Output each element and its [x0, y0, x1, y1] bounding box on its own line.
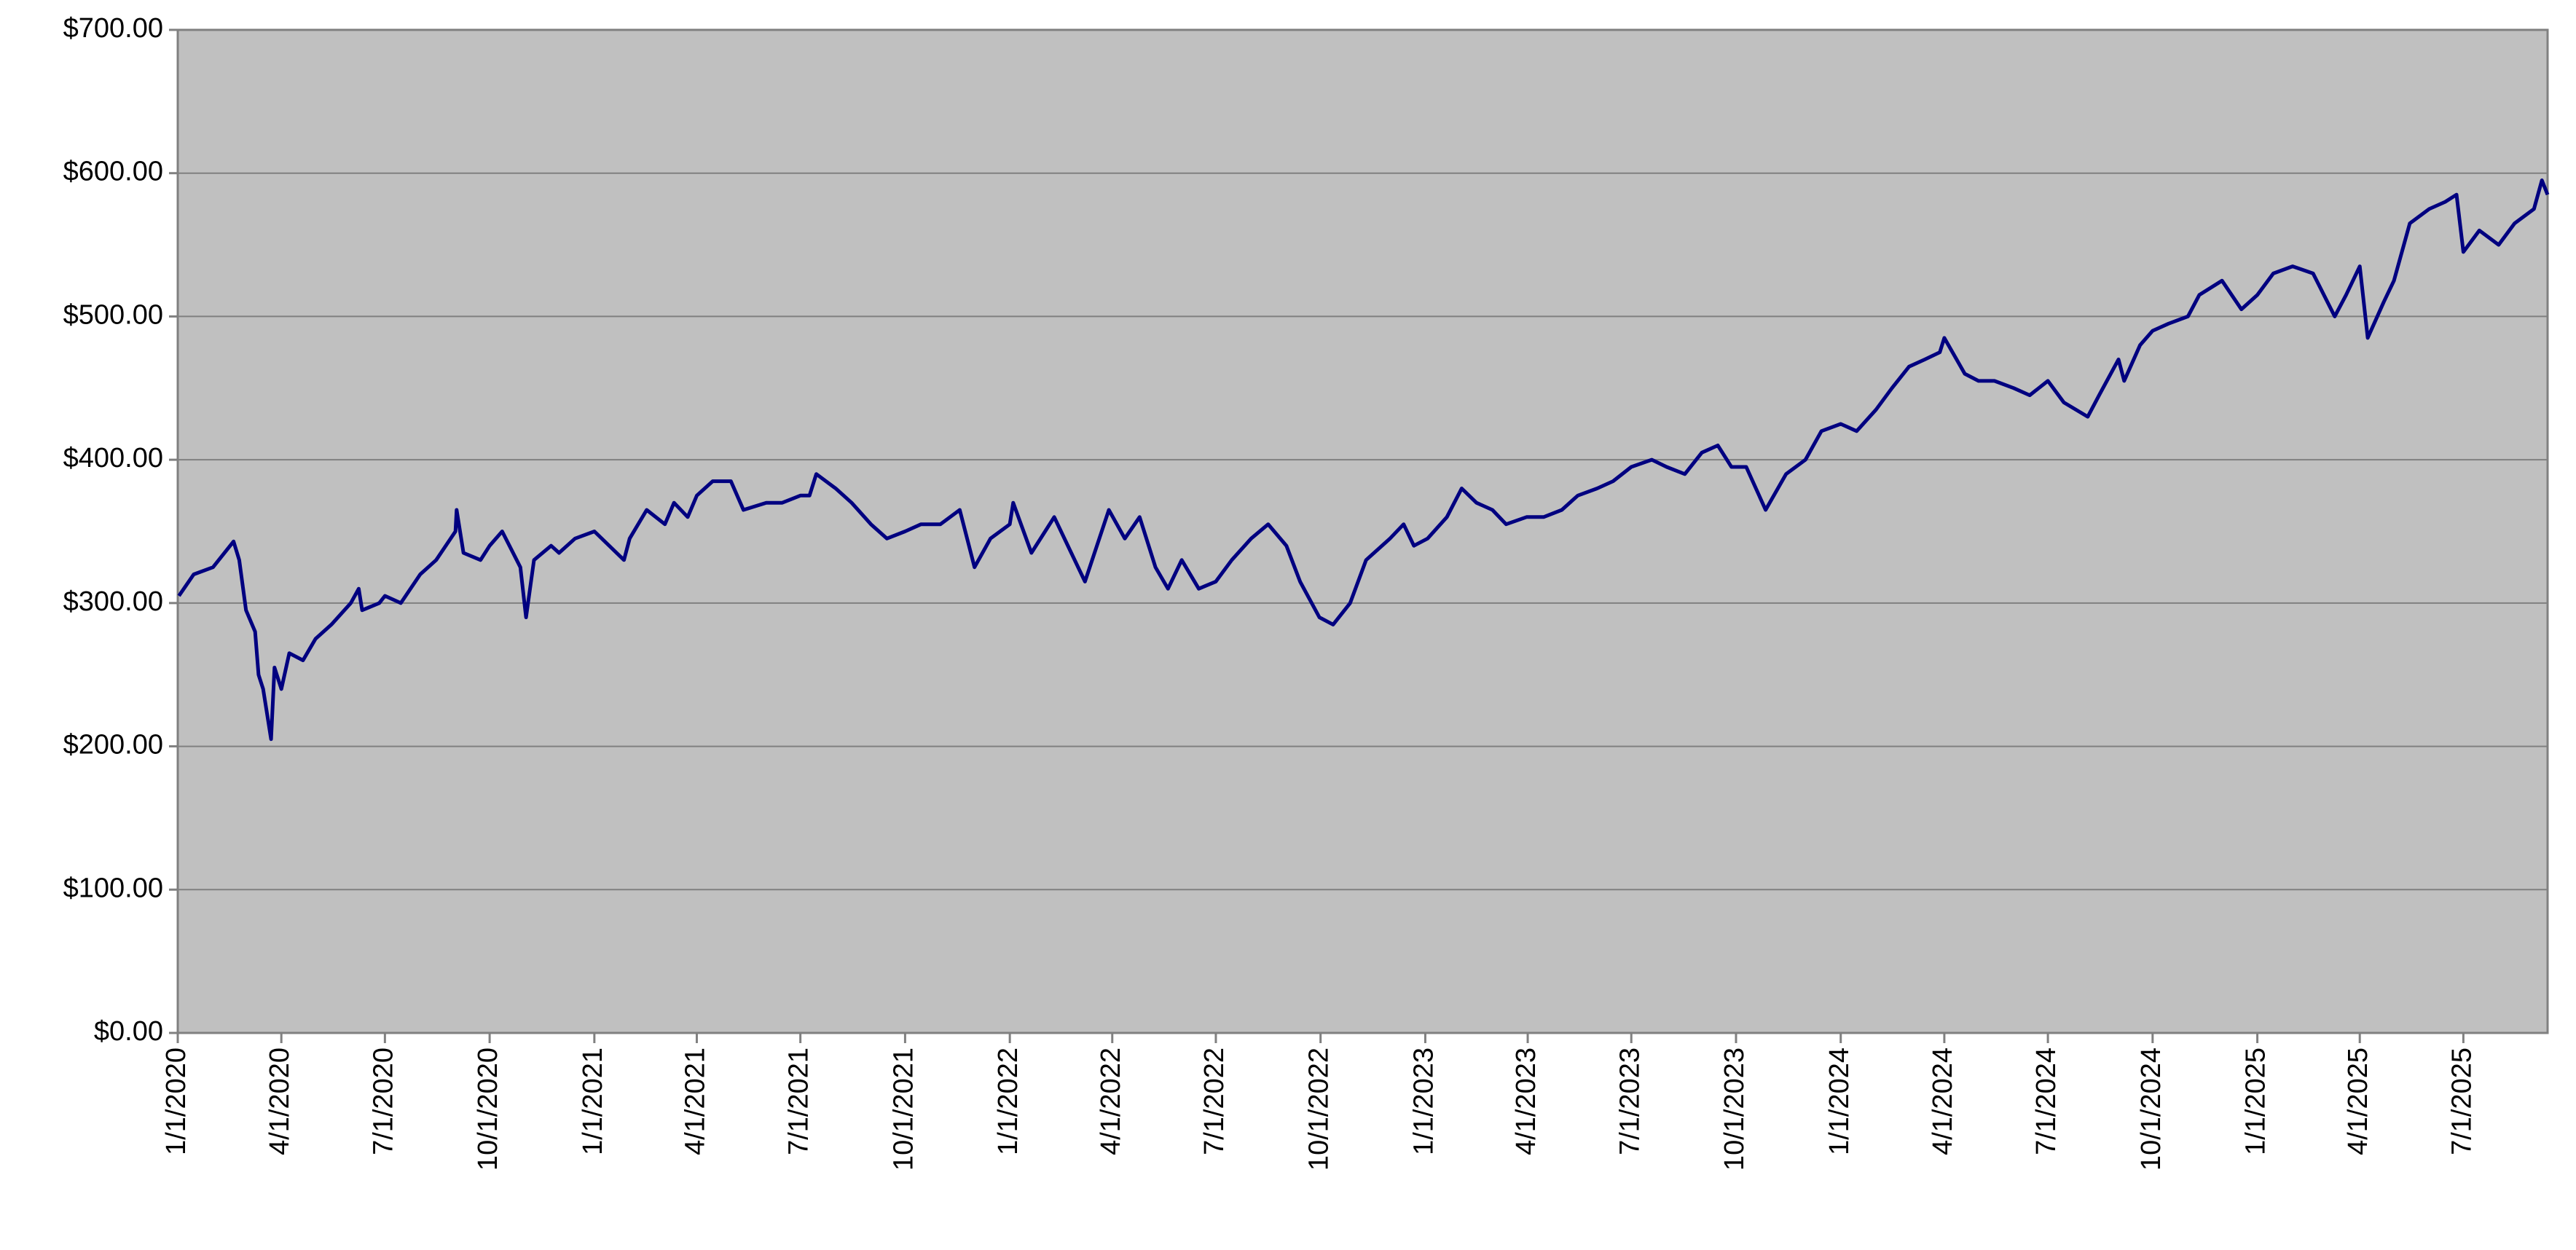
price-line: [177, 178, 2550, 742]
x-tick-label: 1/1/2020: [161, 1047, 192, 1155]
plot-area: [178, 30, 2548, 1033]
x-tick-label: 1/1/2025: [2241, 1047, 2271, 1155]
y-tick-label: $100.00: [63, 873, 163, 903]
x-tick-label: 1/1/2023: [1408, 1047, 1439, 1155]
x-tick-label: 4/1/2025: [2343, 1047, 2373, 1155]
y-tick-label: $400.00: [63, 443, 163, 473]
x-tick-label: 7/1/2021: [784, 1047, 814, 1155]
x-tick-label: 10/1/2022: [1304, 1047, 1335, 1171]
x-tick-label: 4/1/2020: [264, 1047, 295, 1155]
x-tick-label: 1/1/2021: [578, 1047, 608, 1155]
x-tick-label: 4/1/2024: [1928, 1047, 1958, 1155]
x-tick-label: 4/1/2023: [1511, 1047, 1542, 1155]
x-tick-label: 7/1/2020: [368, 1047, 398, 1155]
x-tick-label: 10/1/2023: [1719, 1047, 1750, 1171]
y-tick-label: $600.00: [63, 157, 163, 187]
y-tick-label: $700.00: [63, 13, 163, 44]
y-tick-label: $0.00: [94, 1016, 163, 1047]
x-tick-label: 1/1/2024: [1824, 1047, 1855, 1155]
x-tick-label: 7/1/2024: [2031, 1047, 2062, 1155]
y-tick-label: $200.00: [63, 730, 163, 760]
x-tick-label: 10/1/2021: [888, 1047, 919, 1171]
x-tick-label: 10/1/2020: [473, 1047, 503, 1171]
x-tick-label: 4/1/2021: [680, 1047, 711, 1155]
x-tick-label: 4/1/2022: [1096, 1047, 1126, 1155]
plot-border: [176, 28, 2549, 1034]
y-tick-label: $300.00: [63, 586, 163, 617]
x-tick-label: 10/1/2024: [2136, 1047, 2167, 1171]
y-tick-label: $500.00: [63, 299, 163, 330]
x-tick-label: 1/1/2022: [993, 1047, 1024, 1155]
x-tick-label: 7/1/2022: [1199, 1047, 1230, 1155]
x-tick-label: 7/1/2023: [1614, 1047, 1645, 1155]
x-tick-label: 7/1/2025: [2446, 1047, 2477, 1155]
